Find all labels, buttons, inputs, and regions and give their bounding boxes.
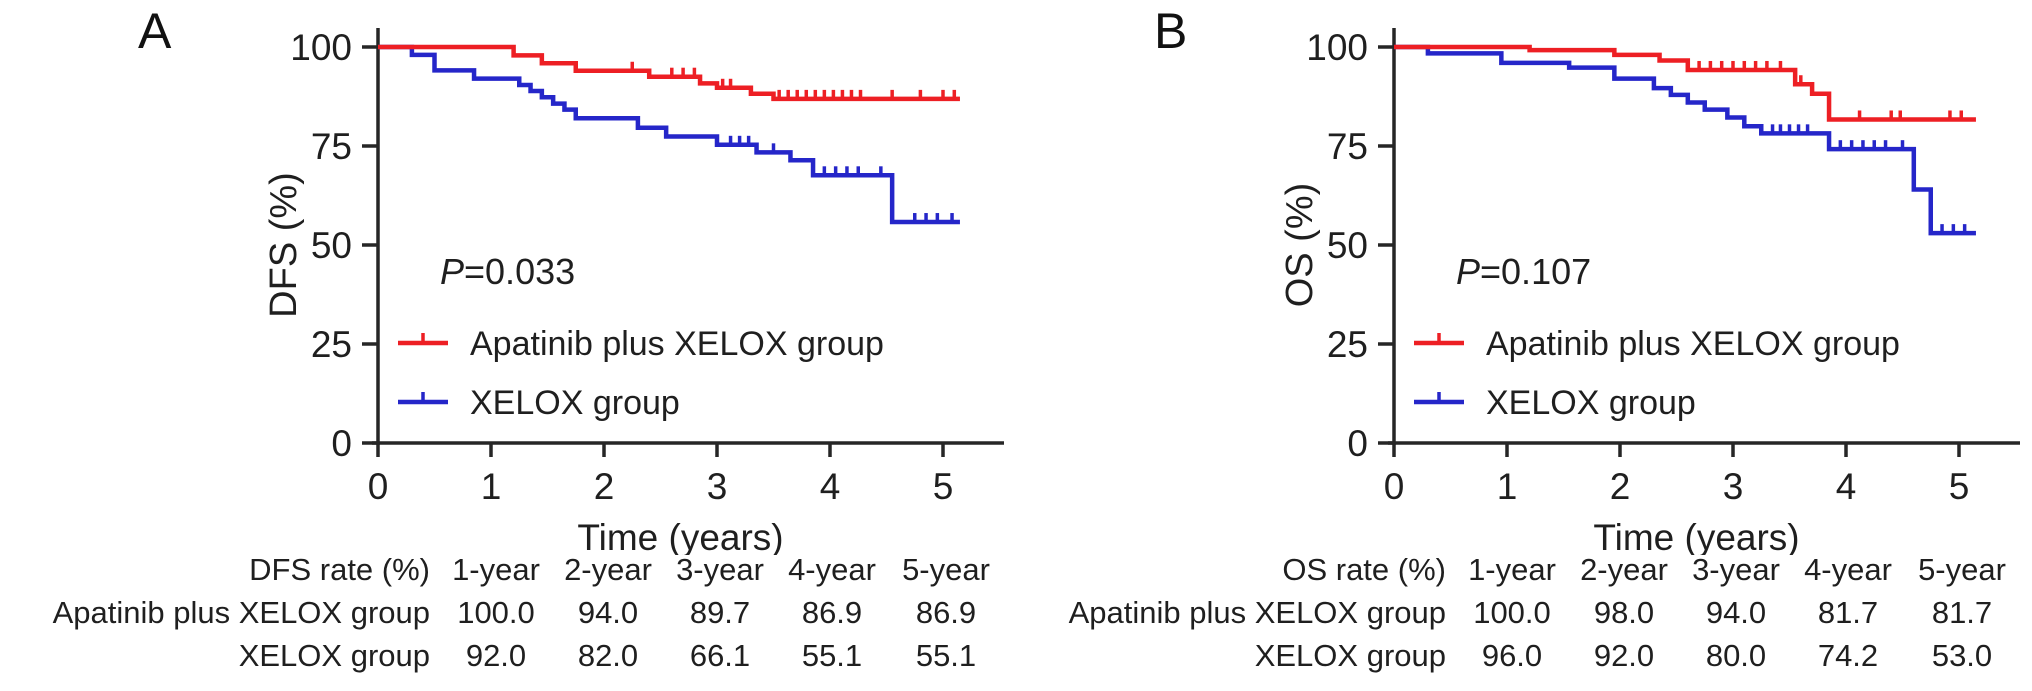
km-curve-xelox bbox=[1394, 44, 1976, 236]
col-header-2yr: 2-year bbox=[1580, 551, 1668, 587]
os-rate-table: OS rate (%) 1-year 2-year 3-year 4-year … bbox=[1016, 548, 2020, 677]
y-tick-label: 25 bbox=[1327, 324, 1368, 365]
dfs-rate-table: DFS rate (%) 1-year 2-year 3-year 4-year… bbox=[0, 548, 1004, 677]
p-value: P=0.107 bbox=[1456, 251, 1591, 292]
col-header-5yr: 5-year bbox=[902, 551, 990, 587]
y-tick-label: 75 bbox=[1327, 126, 1368, 167]
legend-label: XELOX group bbox=[1486, 384, 1696, 422]
rate-value: 55.1 bbox=[915, 637, 977, 673]
x-tick-label: 0 bbox=[1384, 466, 1405, 507]
col-header-3yr: 3-year bbox=[1692, 551, 1780, 587]
rate-value: 96.0 bbox=[1481, 637, 1543, 673]
row-label: XELOX group bbox=[1254, 637, 1446, 673]
y-tick-label: 0 bbox=[1347, 423, 1368, 464]
km-curve-xelox bbox=[378, 44, 960, 225]
rate-value: 89.7 bbox=[689, 594, 751, 630]
x-tick-label: 5 bbox=[1949, 466, 1970, 507]
col-header-2yr: 2-year bbox=[564, 551, 652, 587]
table-row-xelox: XELOX group 92.0 82.0 66.1 55.1 55.1 bbox=[0, 634, 1004, 677]
rate-value: 100.0 bbox=[1473, 594, 1551, 630]
rate-value: 86.9 bbox=[801, 594, 863, 630]
y-tick-label: 25 bbox=[311, 324, 352, 365]
row-label: Apatinib plus XELOX group bbox=[52, 594, 430, 630]
legend-label: XELOX group bbox=[470, 384, 680, 422]
rate-value: 81.7 bbox=[1817, 594, 1879, 630]
panel-label-a: A bbox=[138, 3, 173, 59]
rate-value: 81.7 bbox=[1931, 594, 1993, 630]
y-axis-title: OS (%) bbox=[1279, 183, 1321, 308]
km-curve-apatinib bbox=[378, 44, 960, 102]
x-tick-label: 0 bbox=[368, 466, 389, 507]
x-tick-label: 1 bbox=[481, 466, 502, 507]
y-tick-label: 100 bbox=[290, 27, 352, 68]
x-tick-label: 5 bbox=[933, 466, 954, 507]
rate-value: 86.9 bbox=[915, 594, 977, 630]
panel-dfs: A 0 25 50 75 100 0 1 2 3 4 5 Time (years) DFS (%) P=0… bbox=[0, 3, 1004, 677]
col-header-1yr: 1-year bbox=[452, 551, 540, 587]
rate-value: 53.0 bbox=[1931, 637, 1993, 673]
x-tick-label: 3 bbox=[707, 466, 728, 507]
x-tick-label: 4 bbox=[1836, 466, 1857, 507]
row-label: Apatinib plus XELOX group bbox=[1068, 594, 1446, 630]
rate-value: 100.0 bbox=[457, 594, 535, 630]
y-tick-label: 75 bbox=[311, 126, 352, 167]
x-tick-label: 1 bbox=[1497, 466, 1518, 507]
col-header-4yr: 4-year bbox=[1804, 551, 1892, 587]
km-chart-dfs: 0 25 50 75 100 0 1 2 3 4 5 Time (years) DFS (%) P=0.0… bbox=[263, 27, 1004, 555]
col-header-3yr: 3-year bbox=[676, 551, 764, 587]
table-row-xelox: XELOX group 96.0 92.0 80.0 74.2 53.0 bbox=[1016, 634, 2020, 677]
legend-label: Apatinib plus XELOX group bbox=[1486, 325, 1900, 363]
row-label: XELOX group bbox=[238, 637, 430, 673]
rate-value: 98.0 bbox=[1593, 594, 1655, 630]
table-header-row: OS rate (%) 1-year 2-year 3-year 4-year … bbox=[1016, 548, 2020, 591]
table-metric-header: DFS rate (%) bbox=[249, 551, 430, 587]
y-tick-label: 50 bbox=[311, 225, 352, 266]
table-row-apatinib: Apatinib plus XELOX group 100.0 94.0 89.… bbox=[0, 591, 1004, 634]
km-curve-apatinib bbox=[1394, 44, 1976, 122]
x-axis-title: Time (years) bbox=[577, 517, 783, 555]
rate-value: 92.0 bbox=[465, 637, 527, 673]
rate-value: 74.2 bbox=[1817, 637, 1879, 673]
y-axis-title: DFS (%) bbox=[263, 172, 305, 318]
rate-value: 92.0 bbox=[1593, 637, 1655, 673]
col-header-4yr: 4-year bbox=[788, 551, 876, 587]
rate-value: 94.0 bbox=[577, 594, 639, 630]
legend-label: Apatinib plus XELOX group bbox=[470, 325, 884, 363]
y-tick-label: 50 bbox=[1327, 225, 1368, 266]
table-header-row: DFS rate (%) 1-year 2-year 3-year 4-year… bbox=[0, 548, 1004, 591]
panel-label-b: B bbox=[1154, 3, 1189, 59]
table-metric-header: OS rate (%) bbox=[1282, 551, 1446, 587]
x-tick-label: 3 bbox=[1723, 466, 1744, 507]
rate-value: 82.0 bbox=[577, 637, 639, 673]
col-header-5yr: 5-year bbox=[1918, 551, 2006, 587]
y-tick-label: 100 bbox=[1306, 27, 1368, 68]
rate-value: 80.0 bbox=[1705, 637, 1767, 673]
rate-value: 94.0 bbox=[1705, 594, 1767, 630]
col-header-1yr: 1-year bbox=[1468, 551, 1556, 587]
x-tick-label: 4 bbox=[820, 466, 841, 507]
x-tick-label: 2 bbox=[1610, 466, 1631, 507]
x-axis-title: Time (years) bbox=[1593, 517, 1799, 555]
p-value: P=0.033 bbox=[440, 251, 575, 292]
y-tick-label: 0 bbox=[331, 423, 352, 464]
panel-os: B 0 25 50 75 100 0 1 2 3 4 5 Time (years) OS (%) P=0.… bbox=[1016, 0, 2032, 691]
km-chart-os: 0 25 50 75 100 0 1 2 3 4 5 Time (years) OS (%) P=0.10… bbox=[1279, 27, 2020, 555]
rate-value: 55.1 bbox=[801, 637, 863, 673]
rate-value: 66.1 bbox=[689, 637, 751, 673]
table-row-apatinib: Apatinib plus XELOX group 100.0 98.0 94.… bbox=[1016, 591, 2020, 634]
x-tick-label: 2 bbox=[594, 466, 615, 507]
